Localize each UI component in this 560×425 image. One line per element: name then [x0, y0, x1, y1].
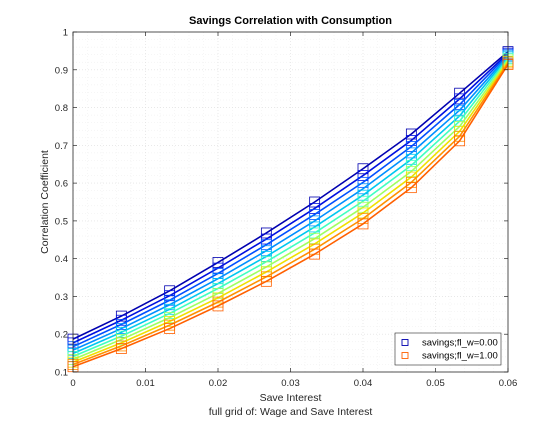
- series-marker: [405, 128, 417, 140]
- series-marker: [260, 239, 272, 251]
- series-marker: [260, 227, 272, 239]
- x-tick-label: 0.01: [136, 378, 155, 389]
- x-axis-sublabel: full grid of: Wage and Save Interest: [209, 406, 373, 418]
- x-tick-label: 0.03: [281, 378, 300, 389]
- y-tick-label: 0.9: [55, 65, 68, 76]
- series-marker: [309, 221, 321, 233]
- series-marker: [115, 343, 127, 354]
- series-line: [72, 51, 509, 340]
- series-marker: [357, 163, 369, 175]
- series-marker: [357, 189, 369, 201]
- x-tick-label: 0.06: [499, 378, 518, 389]
- series-marker: [309, 203, 321, 214]
- legend-label-fl-w-0: savings;fl_w=0.00: [422, 338, 498, 349]
- legend-label-fl-w-1: savings;fl_w=1.00: [422, 351, 498, 362]
- series-line: [72, 59, 509, 361]
- y-tick-label: 0.6: [55, 179, 68, 190]
- series-marker: [357, 176, 369, 188]
- series-marker: [405, 141, 417, 152]
- series-line: [72, 57, 509, 358]
- legend-box: [394, 332, 502, 366]
- major-grid: [73, 32, 508, 372]
- x-tick-label: 0: [70, 378, 75, 389]
- legend: savings;fl_w=0.00 savings;fl_w=1.00: [394, 332, 502, 366]
- series-marker: [309, 209, 321, 220]
- series-line: [72, 62, 509, 366]
- x-tick-label: 0.04: [354, 378, 373, 389]
- y-tick-label: 0.7: [55, 141, 68, 152]
- series-marker: [309, 248, 321, 260]
- series-marker: [405, 147, 417, 159]
- x-axis-label: Save Interest: [260, 392, 322, 404]
- series-marker: [212, 300, 224, 312]
- y-tick-label: 0.4: [55, 254, 68, 265]
- series-marker: [357, 218, 369, 230]
- chart-title: Savings Correlation with Consumption: [189, 15, 392, 27]
- y-tick-label: 0.8: [55, 103, 68, 114]
- y-tick-labels: 0.1 0.2 0.3 0.4 0.5 0.6 0.7 0.8 0.9 1: [55, 28, 68, 379]
- y-axis-label: Correlation Coefficient: [39, 150, 51, 254]
- series-line: [72, 53, 509, 348]
- series-marker: [357, 183, 369, 195]
- series-line: [72, 64, 509, 368]
- series-marker: [309, 215, 321, 227]
- y-tick-label: 0.1: [55, 368, 68, 379]
- legend-marker-fl-w-1: [401, 352, 409, 359]
- axes-background: [73, 32, 508, 372]
- series-line: [72, 61, 509, 363]
- series-9: [67, 59, 514, 373]
- series-marker: [260, 275, 272, 287]
- legend-marker-fl-w-0: [401, 339, 409, 346]
- series-line: [72, 52, 509, 344]
- x-tick-label: 0.02: [209, 378, 228, 389]
- series-marker: [357, 170, 369, 181]
- y-tick-label: 0.3: [55, 292, 68, 303]
- x-tick-label: 0.05: [426, 378, 445, 389]
- series-line: [72, 55, 509, 351]
- series-marker: [164, 323, 176, 334]
- series-marker: [357, 195, 369, 207]
- tick-marks: [72, 31, 509, 373]
- x-tick-labels: 0 0.01 0.02 0.03 0.04 0.05 0.06: [70, 378, 517, 389]
- series-marker: [405, 182, 417, 194]
- series-marker: [454, 135, 466, 147]
- series-marker: [309, 196, 321, 208]
- series-line: [72, 56, 509, 355]
- y-tick-label: 0.5: [55, 216, 68, 227]
- y-tick-label: 1: [63, 28, 68, 39]
- y-tick-label: 0.2: [55, 330, 68, 341]
